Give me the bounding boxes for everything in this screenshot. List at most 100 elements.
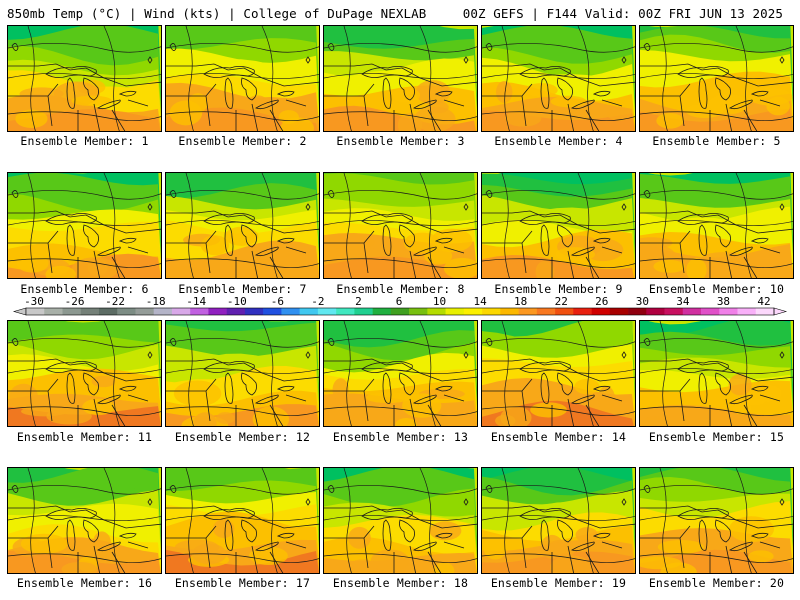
ensemble-member-map: [481, 25, 636, 132]
colorbar-swatch: [701, 308, 720, 315]
ensemble-member-map: [323, 25, 478, 132]
colorbar-swatch: [80, 308, 100, 315]
ensemble-member-label: Ensemble Member: 2: [178, 134, 307, 148]
ensemble-member-map: [639, 25, 794, 132]
colorbar-swatch: [737, 308, 757, 315]
ensemble-member-map: [481, 320, 636, 427]
colorbar-swatch: [646, 308, 665, 315]
colorbar-swatch: [98, 308, 118, 315]
ensemble-member-label: Ensemble Member: 13: [332, 430, 469, 444]
colorbar-left-arrow: [12, 307, 27, 316]
colorbar-tick-label: 14: [473, 296, 487, 308]
colorbar-swatch: [536, 308, 556, 315]
ensemble-member-label: Ensemble Member: 20: [648, 576, 785, 590]
temperature-field: [482, 26, 635, 131]
colorbar-swatch: [445, 308, 465, 315]
ensemble-member-label: Ensemble Member: 10: [648, 282, 785, 296]
colorbar-swatch: [299, 308, 319, 315]
colorbar-swatch: [117, 308, 136, 315]
temperature-field: [166, 321, 319, 426]
colorbar-tick-label: -18: [146, 296, 166, 308]
colorbar-tick-label: -26: [65, 296, 85, 308]
ensemble-member-map: [165, 172, 320, 279]
temperature-field: [640, 26, 793, 131]
colorbar-tick-label: -22: [105, 296, 125, 308]
colorbar-swatch: [682, 308, 702, 315]
temperature-field: [8, 321, 161, 426]
colorbar-right-arrow: [773, 307, 788, 316]
colorbar-swatch: [500, 308, 519, 315]
colorbar-swatch: [190, 308, 209, 315]
ensemble-member-label: Ensemble Member: 16: [16, 576, 153, 590]
ensemble-member-label: Ensemble Member: 9: [494, 282, 623, 296]
ensemble-member-map: [165, 25, 320, 132]
temperature-field: [8, 173, 161, 278]
ensemble-member-map: [323, 320, 478, 427]
colorbar-swatch: [281, 308, 300, 315]
map-title: 850mb Temp (°C) | Wind (kts) | College o…: [7, 6, 427, 21]
ensemble-member-map: [323, 467, 478, 574]
temperature-field: [324, 173, 477, 278]
temperature-field: [8, 26, 161, 131]
colorbar-swatch: [263, 308, 282, 315]
colorbar-swatch: [482, 308, 501, 315]
ensemble-member-label: Ensemble Member: 17: [174, 576, 311, 590]
ensemble-member-map: [481, 467, 636, 574]
ensemble-member-label: Ensemble Member: 4: [494, 134, 623, 148]
colorbar-swatch: [171, 308, 191, 315]
colorbar-tick-label: 30: [636, 296, 649, 308]
ensemble-member-label: Ensemble Member: 18: [332, 576, 469, 590]
colorbar-tick-label: -6: [271, 296, 284, 308]
colorbar-tick-label: 6: [396, 296, 403, 308]
temperature-field: [482, 468, 635, 573]
colorbar-swatch: [336, 308, 355, 315]
colorbar-swatch: [518, 308, 538, 315]
ensemble-member-label: Ensemble Member: 5: [652, 134, 781, 148]
colorbar-swatch: [628, 308, 647, 315]
ensemble-member-map: [639, 172, 794, 279]
ensemble-member-label: Ensemble Member: 7: [178, 282, 307, 296]
colorbar-tick-label: 10: [433, 296, 446, 308]
ensemble-member-map: [7, 25, 162, 132]
ensemble-member-map: [165, 320, 320, 427]
colorbar-swatch: [591, 308, 611, 315]
colorbar-swatch: [409, 308, 428, 315]
colorbar-swatch: [135, 308, 155, 315]
colorbar-swatch: [390, 308, 410, 315]
colorbar-swatch: [226, 308, 246, 315]
ensemble-member-label: Ensemble Member: 19: [490, 576, 627, 590]
colorbar-swatch: [555, 308, 574, 315]
ensemble-member-label: Ensemble Member: 8: [336, 282, 465, 296]
ensemble-member-label: Ensemble Member: 1: [20, 134, 149, 148]
temperature-field: [482, 321, 635, 426]
ensemble-member-label: Ensemble Member: 14: [490, 430, 627, 444]
ensemble-member-label: Ensemble Member: 12: [174, 430, 311, 444]
temperature-field: [640, 173, 793, 278]
temperature-field: [166, 468, 319, 573]
temperature-field: [324, 26, 477, 131]
colorbar-swatch: [664, 308, 684, 315]
colorbar-swatch: [317, 308, 337, 315]
ensemble-member-label: Ensemble Member: 15: [648, 430, 785, 444]
temperature-field: [8, 468, 161, 573]
colorbar-swatch: [719, 308, 738, 315]
colorbar-tick-label: -10: [227, 296, 247, 308]
ensemble-member-map: [481, 172, 636, 279]
temperature-field: [166, 173, 319, 278]
ensemble-member-label: Ensemble Member: 6: [20, 282, 149, 296]
colorbar-swatch: [208, 308, 227, 315]
temperature-field: [640, 321, 793, 426]
colorbar-swatch: [26, 308, 45, 315]
colorbar-tick-label: -30: [24, 296, 44, 308]
ensemble-member-map: [639, 467, 794, 574]
ensemble-member-map: [7, 467, 162, 574]
colorbar-swatch: [755, 308, 775, 315]
ensemble-member-map: [639, 320, 794, 427]
colorbar-swatch: [62, 308, 82, 315]
temperature-field: [324, 321, 477, 426]
ensemble-member-map: [7, 172, 162, 279]
colorbar-tick-label: -2: [311, 296, 324, 308]
ensemble-member-map: [7, 320, 162, 427]
ensemble-member-map: [165, 467, 320, 574]
temperature-field: [324, 468, 477, 573]
